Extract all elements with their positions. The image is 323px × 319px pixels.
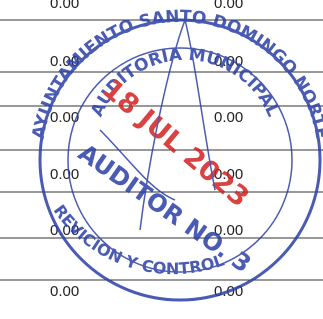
cell: 0.00: [50, 0, 79, 12]
stamp: AYUNTAMIENTO SANTO DOMINGO NORTE AUDITOR…: [29, 7, 323, 300]
document: 0.000.000.000.000.000.000.000.000.000.00…: [0, 0, 323, 319]
cell: 0.00: [50, 166, 79, 183]
cell: 0.00: [214, 0, 243, 12]
cell: 0.00: [50, 283, 79, 300]
cell: 0.00: [214, 109, 243, 126]
